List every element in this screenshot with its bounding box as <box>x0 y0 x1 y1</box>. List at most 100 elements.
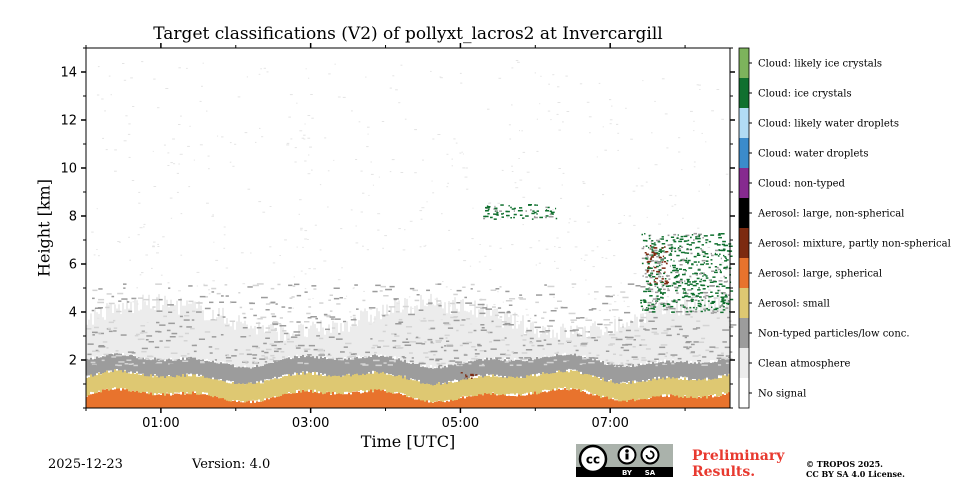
speckle <box>521 130 523 132</box>
speckle <box>355 242 359 244</box>
feature-pixel <box>651 276 654 278</box>
speckle <box>96 94 100 96</box>
feature-pixel <box>644 239 648 242</box>
speckle <box>447 364 453 367</box>
layer-column <box>632 380 634 399</box>
feature-pixel <box>522 217 525 219</box>
layer-column <box>340 323 342 359</box>
speckle <box>230 301 237 303</box>
feature-pixel <box>483 217 486 220</box>
speckle <box>705 349 710 352</box>
layer-column <box>288 357 290 375</box>
layer-column <box>374 371 376 390</box>
speckle <box>586 337 592 339</box>
layer-column <box>294 393 296 408</box>
layer-column <box>652 308 654 362</box>
layer-column <box>206 394 208 408</box>
speckle <box>655 364 658 367</box>
speckle <box>200 360 205 363</box>
feature-pixel <box>642 299 646 301</box>
layer-column <box>196 394 198 408</box>
layer-column <box>118 388 120 408</box>
speckle <box>261 355 265 357</box>
speckle <box>202 62 204 64</box>
layer-column <box>588 373 590 392</box>
speckle <box>717 361 722 363</box>
speckle <box>349 362 353 364</box>
layer-column <box>480 358 482 376</box>
speckle <box>295 345 298 347</box>
layer-column <box>720 378 722 396</box>
speckle <box>419 361 424 364</box>
speckle <box>370 338 373 340</box>
speckle <box>546 343 552 346</box>
speckle <box>136 287 138 289</box>
layer-column <box>130 301 132 355</box>
feature-pixel <box>686 248 689 250</box>
feature-pixel <box>545 210 549 212</box>
feature-pixel <box>646 271 649 273</box>
feature-pixel <box>545 209 548 211</box>
speckle <box>557 300 562 302</box>
speckle <box>345 361 353 363</box>
speckle <box>474 355 478 358</box>
feature-pixel <box>696 277 700 280</box>
speckle <box>661 332 668 334</box>
layer-column <box>296 356 298 373</box>
speckle <box>294 161 297 163</box>
speckle <box>393 360 396 363</box>
layer-column <box>222 397 224 408</box>
speckle <box>97 301 104 304</box>
layer-column <box>586 338 588 359</box>
feature-pixel <box>675 300 678 303</box>
feature-pixel <box>656 261 661 263</box>
speckle <box>139 227 143 229</box>
speckle <box>408 296 411 298</box>
speckle <box>178 299 182 301</box>
speckle <box>422 159 424 161</box>
feature-pixel <box>645 280 649 283</box>
layer-column <box>456 382 458 400</box>
speckle <box>522 151 526 153</box>
feature-pixel <box>470 373 474 376</box>
layer-column <box>112 389 114 408</box>
speckle <box>619 331 623 333</box>
speckle <box>217 314 220 316</box>
layer-column <box>508 376 510 395</box>
layer-column <box>524 395 526 408</box>
feature-pixel <box>641 262 644 265</box>
layer-column <box>674 307 676 363</box>
layer-column <box>228 323 230 363</box>
layer-column <box>174 393 176 408</box>
layer-column <box>440 301 442 369</box>
layer-column <box>382 304 384 356</box>
speckle <box>381 121 385 122</box>
layer-column <box>260 383 262 402</box>
feature-pixel <box>640 302 642 304</box>
speckle <box>608 334 616 336</box>
speckle <box>211 215 214 217</box>
speckle <box>166 329 171 332</box>
feature-pixel <box>720 305 725 307</box>
layer-column <box>174 374 176 393</box>
speckle <box>173 163 176 165</box>
layer-column <box>110 353 112 371</box>
layer-column <box>492 392 494 408</box>
layer-column <box>582 372 584 391</box>
layer-column <box>628 382 630 401</box>
feature-pixel <box>693 280 697 283</box>
speckle <box>698 84 701 86</box>
layer-column <box>540 374 542 393</box>
layer-column <box>582 357 584 375</box>
speckle <box>478 261 481 263</box>
layer-column <box>488 358 490 375</box>
speckle <box>303 364 310 366</box>
speckle <box>550 310 557 312</box>
feature-pixel <box>465 378 468 380</box>
feature-pixel <box>652 276 656 278</box>
layer-column <box>662 376 664 395</box>
speckle <box>446 343 454 346</box>
speckle <box>260 68 262 70</box>
speckle <box>246 353 252 356</box>
layer-column <box>484 392 486 408</box>
